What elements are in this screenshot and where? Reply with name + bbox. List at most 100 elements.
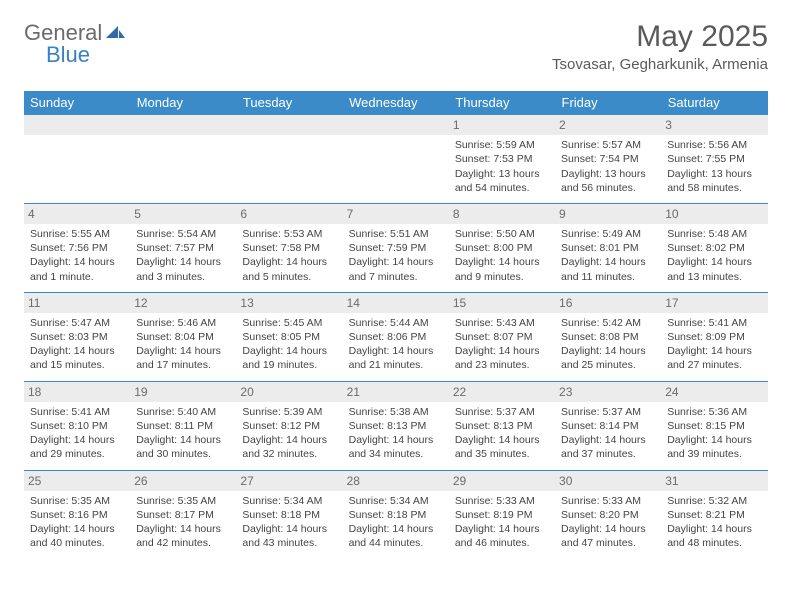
- sunrise-text: Sunrise: 5:41 AM: [30, 405, 124, 419]
- date-number: 24: [661, 382, 767, 402]
- calendar-cell: 5Sunrise: 5:54 AMSunset: 7:57 PMDaylight…: [130, 203, 236, 292]
- date-number: 31: [661, 471, 767, 491]
- date-number: 4: [24, 204, 130, 224]
- calendar-cell: 20Sunrise: 5:39 AMSunset: 8:12 PMDayligh…: [236, 381, 342, 470]
- daylight-text: Daylight: 14 hours and 48 minutes.: [667, 522, 761, 550]
- sunrise-text: Sunrise: 5:39 AM: [242, 405, 336, 419]
- empty-date-strip: [130, 115, 236, 135]
- calendar-cell: 9Sunrise: 5:49 AMSunset: 8:01 PMDaylight…: [555, 203, 661, 292]
- date-number: 21: [343, 382, 449, 402]
- sunset-text: Sunset: 7:57 PM: [136, 241, 230, 255]
- date-number: 1: [449, 115, 555, 135]
- daylight-text: Daylight: 14 hours and 21 minutes.: [349, 344, 443, 372]
- calendar-cell: 2Sunrise: 5:57 AMSunset: 7:54 PMDaylight…: [555, 115, 661, 204]
- daylight-text: Daylight: 14 hours and 43 minutes.: [242, 522, 336, 550]
- sunset-text: Sunset: 8:13 PM: [349, 419, 443, 433]
- date-number: 23: [555, 382, 661, 402]
- header: General Blue May 2025 Tsovasar, Gegharku…: [24, 20, 768, 73]
- calendar-cell: 11Sunrise: 5:47 AMSunset: 8:03 PMDayligh…: [24, 292, 130, 381]
- calendar-cell: 13Sunrise: 5:45 AMSunset: 8:05 PMDayligh…: [236, 292, 342, 381]
- empty-date-strip: [343, 115, 449, 135]
- sunrise-text: Sunrise: 5:35 AM: [136, 494, 230, 508]
- calendar-body: 1Sunrise: 5:59 AMSunset: 7:53 PMDaylight…: [24, 115, 768, 559]
- calendar-cell: 10Sunrise: 5:48 AMSunset: 8:02 PMDayligh…: [661, 203, 767, 292]
- daylight-text: Daylight: 14 hours and 42 minutes.: [136, 522, 230, 550]
- sunset-text: Sunset: 8:21 PM: [667, 508, 761, 522]
- calendar-cell: [343, 115, 449, 204]
- calendar-cell: 21Sunrise: 5:38 AMSunset: 8:13 PMDayligh…: [343, 381, 449, 470]
- sunset-text: Sunset: 8:09 PM: [667, 330, 761, 344]
- day-header: Tuesday: [236, 91, 342, 115]
- sunrise-text: Sunrise: 5:45 AM: [242, 316, 336, 330]
- calendar-cell: 18Sunrise: 5:41 AMSunset: 8:10 PMDayligh…: [24, 381, 130, 470]
- calendar-cell: 15Sunrise: 5:43 AMSunset: 8:07 PMDayligh…: [449, 292, 555, 381]
- sunrise-text: Sunrise: 5:34 AM: [349, 494, 443, 508]
- daylight-text: Daylight: 14 hours and 5 minutes.: [242, 255, 336, 283]
- sunset-text: Sunset: 8:16 PM: [30, 508, 124, 522]
- sunrise-text: Sunrise: 5:44 AM: [349, 316, 443, 330]
- date-number: 12: [130, 293, 236, 313]
- calendar-cell: 31 Sunrise: 5:32 AMSunset: 8:21 PMDayligh…: [661, 470, 767, 558]
- empty-date-strip: [24, 115, 130, 135]
- day-header: Saturday: [661, 91, 767, 115]
- sunset-text: Sunset: 8:00 PM: [455, 241, 549, 255]
- date-number: 30: [555, 471, 661, 491]
- sunrise-text: Sunrise: 5:33 AM: [455, 494, 549, 508]
- calendar-cell: 14 Sunrise: 5:44 AMSunset: 8:06 PMDayligh…: [343, 292, 449, 381]
- daylight-text: Daylight: 14 hours and 46 minutes.: [455, 522, 549, 550]
- sunrise-text: Sunrise: 5:43 AM: [455, 316, 549, 330]
- sunset-text: Sunset: 8:06 PM: [349, 330, 443, 344]
- date-number: 13: [236, 293, 342, 313]
- calendar-week: 25Sunrise: 5:35 AMSunset: 8:16 PMDayligh…: [24, 470, 768, 558]
- calendar-cell: 8Sunrise: 5:50 AMSunset: 8:00 PMDaylight…: [449, 203, 555, 292]
- daylight-text: Daylight: 14 hours and 47 minutes.: [561, 522, 655, 550]
- sunset-text: Sunset: 8:01 PM: [561, 241, 655, 255]
- logo-text-blue: Blue: [46, 42, 90, 68]
- day-header: Friday: [555, 91, 661, 115]
- date-number: 26: [130, 471, 236, 491]
- calendar-cell: 27Sunrise: 5:34 AMSunset: 8:18 PMDayligh…: [236, 470, 342, 558]
- daylight-text: Daylight: 14 hours and 44 minutes.: [349, 522, 443, 550]
- calendar-cell: 25Sunrise: 5:35 AMSunset: 8:16 PMDayligh…: [24, 470, 130, 558]
- empty-date-strip: [236, 115, 342, 135]
- sunset-text: Sunset: 8:03 PM: [30, 330, 124, 344]
- logo-sail-icon: [106, 24, 126, 45]
- calendar-week: 18Sunrise: 5:41 AMSunset: 8:10 PMDayligh…: [24, 381, 768, 470]
- calendar-cell: 17Sunrise: 5:41 AMSunset: 8:09 PMDayligh…: [661, 292, 767, 381]
- sunset-text: Sunset: 8:17 PM: [136, 508, 230, 522]
- calendar-cell: [24, 115, 130, 204]
- day-header-row: Sunday Monday Tuesday Wednesday Thursday…: [24, 91, 768, 115]
- sunset-text: Sunset: 7:58 PM: [242, 241, 336, 255]
- daylight-text: Daylight: 14 hours and 40 minutes.: [30, 522, 124, 550]
- sunrise-text: Sunrise: 5:54 AM: [136, 227, 230, 241]
- daylight-text: Daylight: 13 hours and 54 minutes.: [455, 167, 549, 195]
- sunrise-text: Sunrise: 5:48 AM: [667, 227, 761, 241]
- calendar-cell: 26 Sunrise: 5:35 AMSunset: 8:17 PMDayligh…: [130, 470, 236, 558]
- sunset-text: Sunset: 7:55 PM: [667, 152, 761, 166]
- sunset-text: Sunset: 8:12 PM: [242, 419, 336, 433]
- daylight-text: Daylight: 14 hours and 7 minutes.: [349, 255, 443, 283]
- sunrise-text: Sunrise: 5:32 AM: [667, 494, 761, 508]
- sunrise-text: Sunrise: 5:37 AM: [455, 405, 549, 419]
- sunset-text: Sunset: 8:18 PM: [242, 508, 336, 522]
- sunrise-text: Sunrise: 5:42 AM: [561, 316, 655, 330]
- sunrise-text: Sunrise: 5:33 AM: [561, 494, 655, 508]
- calendar-cell: 28Sunrise: 5:34 AMSunset: 8:18 PMDayligh…: [343, 470, 449, 558]
- date-number: 17: [661, 293, 767, 313]
- calendar-week: 11Sunrise: 5:47 AMSunset: 8:03 PMDayligh…: [24, 292, 768, 381]
- date-number: 14: [343, 293, 449, 313]
- sunrise-text: Sunrise: 5:53 AM: [242, 227, 336, 241]
- daylight-text: Daylight: 14 hours and 17 minutes.: [136, 344, 230, 372]
- sunrise-text: Sunrise: 5:55 AM: [30, 227, 124, 241]
- daylight-text: Daylight: 14 hours and 35 minutes.: [455, 433, 549, 461]
- date-number: 20: [236, 382, 342, 402]
- date-number: 29: [449, 471, 555, 491]
- sunrise-text: Sunrise: 5:37 AM: [561, 405, 655, 419]
- sunrise-text: Sunrise: 5:50 AM: [455, 227, 549, 241]
- calendar-cell: 16Sunrise: 5:42 AMSunset: 8:08 PMDayligh…: [555, 292, 661, 381]
- date-number: 3: [661, 115, 767, 135]
- date-number: 16: [555, 293, 661, 313]
- calendar-cell: 29Sunrise: 5:33 AMSunset: 8:19 PMDayligh…: [449, 470, 555, 558]
- sunset-text: Sunset: 7:53 PM: [455, 152, 549, 166]
- calendar-cell: 23Sunrise: 5:37 AMSunset: 8:14 PMDayligh…: [555, 381, 661, 470]
